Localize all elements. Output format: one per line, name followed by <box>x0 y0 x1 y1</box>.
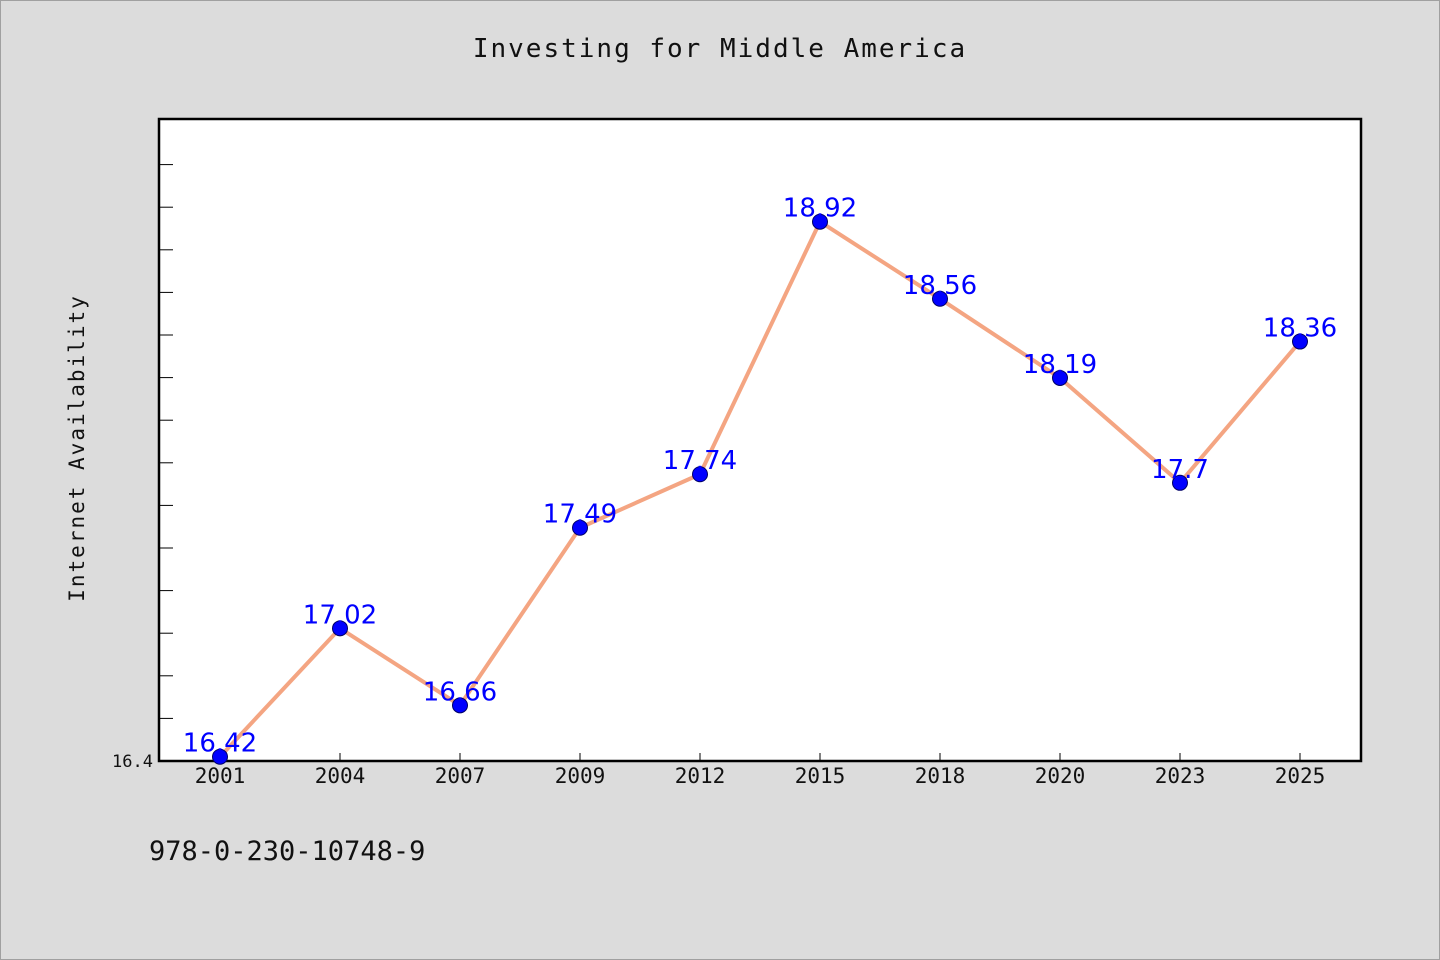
x-tick-label: 2018 <box>915 764 966 788</box>
x-tick-label: 2015 <box>795 764 846 788</box>
data-point <box>452 697 468 714</box>
x-tick-label: 2009 <box>555 764 606 788</box>
data-label: 16.42 <box>183 729 257 759</box>
data-point <box>572 519 588 536</box>
x-tick-label: 2001 <box>195 764 246 788</box>
y-tick-label: 16.4 <box>112 752 153 772</box>
x-tick-label: 2025 <box>1275 764 1326 788</box>
data-label: 17.02 <box>303 600 377 630</box>
x-tick-label: 2012 <box>675 764 726 788</box>
series-line <box>218 219 1302 759</box>
x-tick-label: 2020 <box>1035 764 1086 788</box>
data-point <box>1292 333 1308 350</box>
x-axis-ticks: 2001 2004 2007 2009 2012 2015 2018 2020 2023 2025 <box>195 753 1326 788</box>
data-point <box>1172 474 1188 491</box>
plot-area <box>157 117 1363 763</box>
data-label: 18.19 <box>1023 350 1097 380</box>
data-point <box>932 290 948 307</box>
chart-title: Investing for Middle America <box>472 34 968 64</box>
data-label: 18.56 <box>903 271 977 301</box>
data-point <box>812 213 828 230</box>
data-point <box>692 466 708 483</box>
data-labels: 16.42 17.02 16.66 17.49 17.74 18.92 18.56 18.19… <box>183 194 1337 759</box>
isbn-text: 978-0-230-10748-9 <box>149 836 426 867</box>
data-label: 18.36 <box>1263 314 1337 344</box>
data-markers <box>212 213 1308 765</box>
y-axis-ticks: 16.4 <box>112 164 173 772</box>
series-lines <box>218 219 1302 759</box>
x-tick-label: 2004 <box>315 764 366 788</box>
data-label: 17.49 <box>543 500 617 530</box>
x-tick-label: 2023 <box>1155 764 1206 788</box>
data-point <box>212 748 228 765</box>
data-point <box>332 620 348 637</box>
data-label: 17.7 <box>1151 455 1209 485</box>
data-point <box>1052 369 1068 386</box>
data-label: 16.66 <box>423 677 497 707</box>
data-label: 18.92 <box>783 194 857 224</box>
x-tick-label: 2007 <box>435 764 486 788</box>
data-label: 17.74 <box>663 446 737 476</box>
